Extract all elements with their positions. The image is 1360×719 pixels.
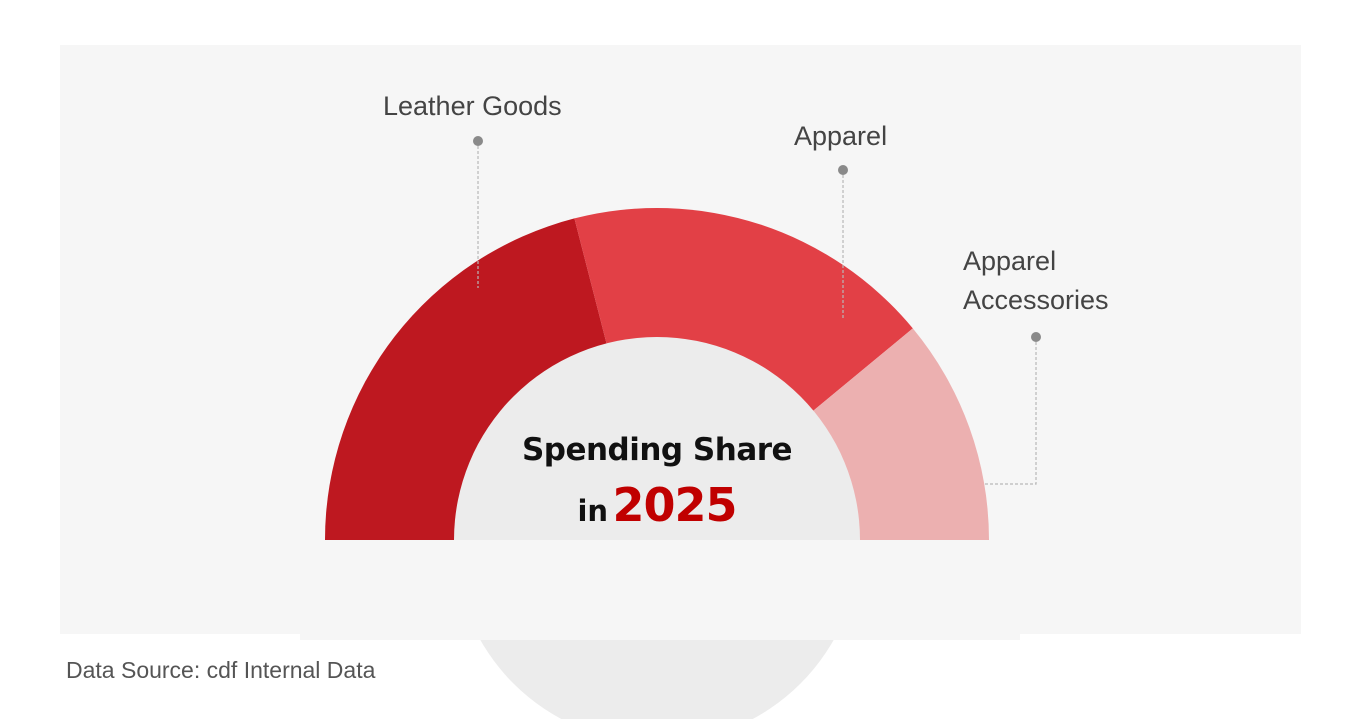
bottom-cover xyxy=(300,540,1020,640)
leader-dot-apparel-accessories xyxy=(1031,332,1041,342)
center-prefix: in xyxy=(577,494,609,528)
center-subtitle: in 2025 xyxy=(507,478,807,532)
leader-dot-leather-goods xyxy=(473,136,483,146)
leader-lines-group xyxy=(473,136,1041,485)
leader-dot-apparel xyxy=(838,165,848,175)
leader-line-apparel-accessories xyxy=(985,337,1037,485)
slice-label-apparel: Apparel xyxy=(794,121,888,151)
center-title: Spending Share xyxy=(521,432,793,468)
center-year: 2025 xyxy=(612,478,738,532)
slice-label-leather-goods: Leather Goods xyxy=(383,91,562,121)
data-source-note: Data Source: cdf Internal Data xyxy=(66,657,376,683)
slice-label-apparel-accessories: Apparel Accessories xyxy=(963,246,1109,315)
